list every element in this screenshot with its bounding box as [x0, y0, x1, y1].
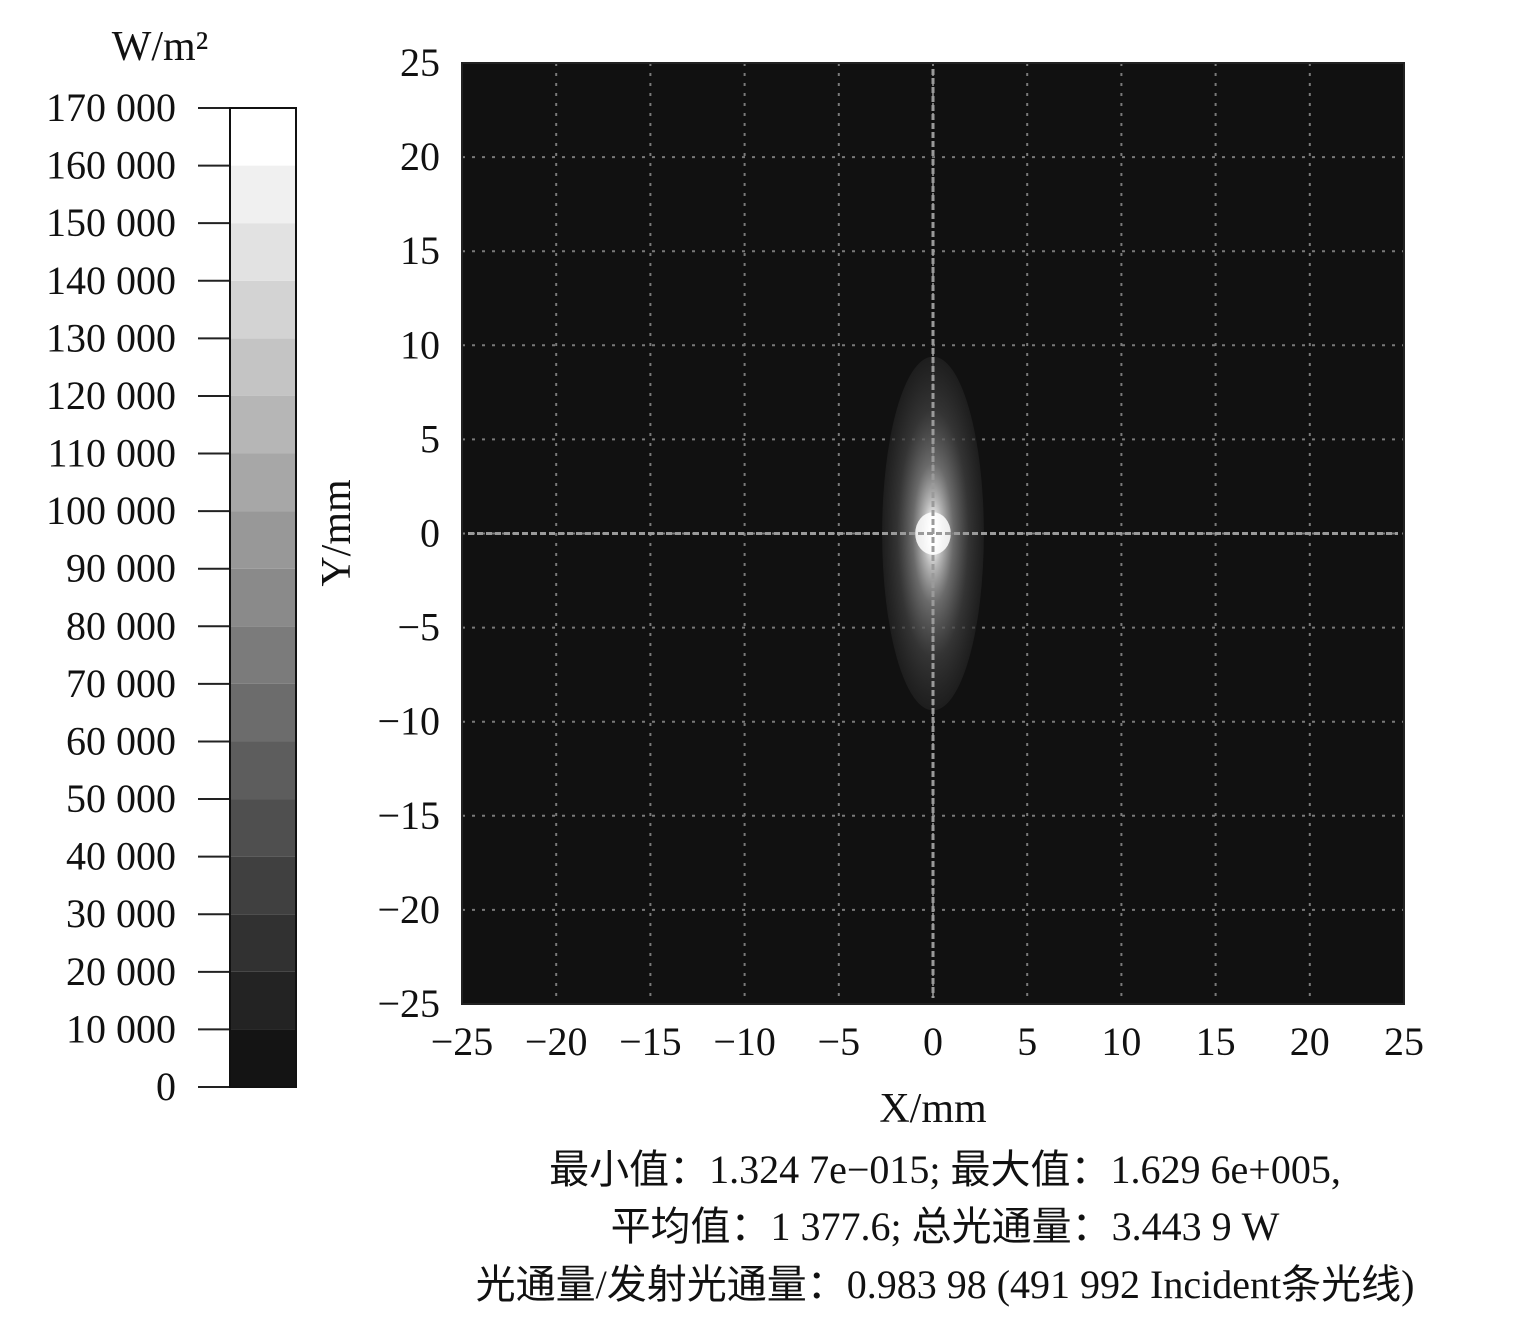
colorbar-tick-label: 100 000 [46, 488, 176, 533]
x-tick-label: −20 [525, 1019, 588, 1064]
colorbar-tick-label: 130 000 [46, 315, 176, 360]
colorbar-band [230, 683, 296, 742]
colorbar-tick-label: 70 000 [66, 661, 176, 706]
y-tick-label: −25 [377, 981, 440, 1026]
y-tick-label: −10 [377, 699, 440, 744]
plot-area: −25 −20 −15 −10 −5 0 5 10 15 20 25 25 20 15 10 5 0 −5 −10… [314, 40, 1424, 1132]
colorbar-frame [229, 107, 297, 1088]
colorbar-band [230, 799, 296, 857]
colorbar-band [230, 165, 296, 224]
y-tick-label: 20 [400, 134, 440, 179]
colorbar-tick-label: 110 000 [47, 431, 176, 476]
colorbar-band [230, 511, 296, 569]
colorbar-band [230, 741, 296, 800]
y-tick-labels: 25 20 15 10 5 0 −5 −10 −15 −20 −25 [377, 40, 440, 1026]
light-spot [468, 69, 1398, 998]
colorbar-unit-label: W/m² [112, 24, 209, 70]
colorbar-bands [230, 108, 296, 1087]
colorbar-ticks: 170 000 160 000 150 000 140 000 130 000 120 0… [46, 85, 230, 1109]
x-tick-label: −25 [431, 1019, 494, 1064]
colorbar-band [230, 1029, 296, 1087]
colorbar-tick-label: 170 000 [46, 85, 176, 130]
colorbar-tick-label: 50 000 [66, 776, 176, 821]
colorbar-tick-label: 90 000 [66, 546, 176, 591]
colorbar-tick-label: 0 [156, 1064, 176, 1109]
y-tick-label: 10 [400, 322, 440, 367]
colorbar-tick-label: 80 000 [66, 603, 176, 648]
x-tick-label: 10 [1101, 1019, 1141, 1064]
colorbar-band [230, 568, 296, 627]
stats-line-1: 最小值：1.324 7e−015; 最大值：1.629 6e+005, [549, 1147, 1341, 1192]
colorbar: W/m² 170 000 160 000 150 000 140 000 130 000… [46, 24, 297, 1109]
y-tick-label: −20 [377, 887, 440, 932]
colorbar-band [230, 971, 296, 1030]
x-tick-label: 20 [1290, 1019, 1330, 1064]
colorbar-tick-label: 60 000 [66, 718, 176, 763]
colorbar-tick-label: 40 000 [66, 834, 176, 879]
x-tick-label: −5 [818, 1019, 861, 1064]
x-tick-label: −10 [713, 1019, 776, 1064]
y-tick-label: 25 [400, 40, 440, 85]
colorbar-band [230, 338, 296, 396]
y-tick-label: 0 [420, 511, 440, 556]
colorbar-tick-label: 20 000 [66, 949, 176, 994]
y-tick-label: −5 [397, 605, 440, 650]
colorbar-tick-label: 150 000 [46, 200, 176, 245]
plot-frame [461, 62, 1405, 1005]
x-tick-label: 15 [1196, 1019, 1236, 1064]
colorbar-band [230, 453, 296, 512]
colorbar-band [230, 914, 296, 972]
y-tick-label: 15 [400, 228, 440, 273]
colorbar-band [230, 108, 296, 166]
x-tick-label: 0 [923, 1019, 943, 1064]
colorbar-tick-label: 120 000 [46, 373, 176, 418]
colorbar-tick-label: 10 000 [66, 1006, 176, 1051]
colorbar-band [230, 280, 296, 339]
colorbar-band [230, 856, 296, 915]
x-tick-label: 25 [1384, 1019, 1424, 1064]
colorbar-band [230, 626, 296, 684]
x-tick-label: −15 [619, 1019, 682, 1064]
colorbar-band [230, 223, 296, 281]
x-axis-title: X/mm [879, 1086, 987, 1132]
x-tick-label: 5 [1017, 1019, 1037, 1064]
y-tick-label: 5 [420, 416, 440, 461]
colorbar-tick-label: 140 000 [46, 258, 176, 303]
colorbar-tick-label: 30 000 [66, 891, 176, 936]
y-axis-title: Y/mm [314, 479, 360, 587]
x-tick-labels: −25 −20 −15 −10 −5 0 5 10 15 20 25 [431, 1019, 1424, 1064]
colorbar-tick-label: 160 000 [46, 143, 176, 188]
stats-line-3: 光通量/发射光通量：0.983 98 (491 992 Incident条光线) [475, 1262, 1415, 1307]
stats-line-2: 平均值：1 377.6; 总光通量：3.443 9 W [610, 1204, 1280, 1249]
colorbar-band [230, 395, 296, 454]
y-tick-label: −15 [377, 793, 440, 838]
